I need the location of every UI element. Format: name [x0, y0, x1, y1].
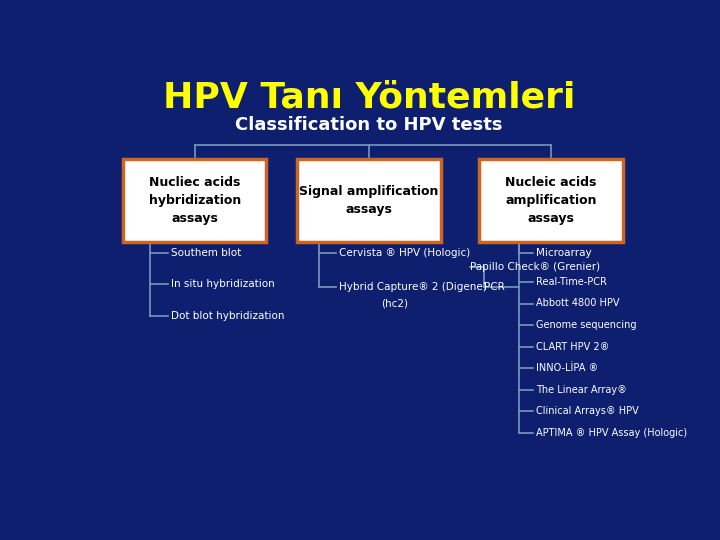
Text: CLART HPV 2®: CLART HPV 2®: [536, 342, 609, 352]
Text: Nucliec acids
hybridization
assays: Nucliec acids hybridization assays: [148, 176, 240, 225]
Text: Hybrid Capture® 2 (Digene): Hybrid Capture® 2 (Digene): [339, 281, 487, 292]
Text: PCR: PCR: [484, 281, 505, 292]
FancyBboxPatch shape: [297, 159, 441, 242]
Text: In situ hybridization: In situ hybridization: [171, 279, 274, 289]
Text: Papillo Check® (Grenier): Papillo Check® (Grenier): [469, 261, 600, 272]
Text: Abbott 4800 HPV: Abbott 4800 HPV: [536, 299, 619, 308]
Text: The Linear Array®: The Linear Array®: [536, 384, 626, 395]
Text: INNO-LİPA ®: INNO-LİPA ®: [536, 363, 598, 373]
FancyBboxPatch shape: [123, 159, 266, 242]
Text: Dot blot hybridization: Dot blot hybridization: [171, 311, 284, 321]
Text: Signal amplification
assays: Signal amplification assays: [300, 185, 438, 216]
Text: Cervista ® HPV (Hologic): Cervista ® HPV (Hologic): [339, 248, 470, 258]
Text: HPV Tanı Yöntemleri: HPV Tanı Yöntemleri: [163, 80, 575, 114]
Text: Clinical Arrays® HPV: Clinical Arrays® HPV: [536, 406, 639, 416]
Text: Classification to HPV tests: Classification to HPV tests: [235, 116, 503, 134]
Text: Southem blot: Southem blot: [171, 248, 241, 258]
Text: (hc2): (hc2): [381, 299, 408, 308]
Text: Real-Time-PCR: Real-Time-PCR: [536, 277, 606, 287]
FancyBboxPatch shape: [480, 159, 623, 242]
Text: Microarray: Microarray: [536, 248, 591, 258]
Text: Genome sequencing: Genome sequencing: [536, 320, 636, 330]
Text: APTIMA ® HPV Assay (Hologic): APTIMA ® HPV Assay (Hologic): [536, 428, 687, 438]
Text: Nucleic acids
amplification
assays: Nucleic acids amplification assays: [505, 176, 597, 225]
